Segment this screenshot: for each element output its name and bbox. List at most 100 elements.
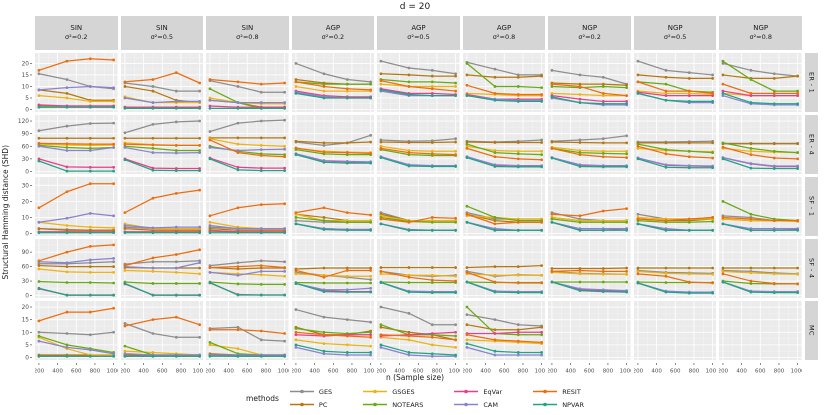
row-strip-label: ER - 1: [807, 71, 816, 94]
col-strip-group-label: AGP: [496, 23, 512, 32]
col-strip-AGP-4: AGP σ²=0.5: [377, 16, 460, 50]
legend-label: RESIT: [562, 387, 581, 396]
svg-text:200: 200: [292, 368, 302, 374]
legend-entry-GES: GES: [289, 387, 332, 396]
svg-text:20: 20: [22, 305, 30, 311]
y-axis-ticks-row-3: 0 30 60 90: [22, 250, 32, 298]
col-strip-SIN-0: SIN σ²=0.2: [35, 16, 118, 50]
svg-text:30: 30: [22, 157, 30, 163]
svg-text:200: 200: [548, 368, 558, 374]
panel-ER-4-AGP-3: [291, 115, 375, 174]
panel-SF-4-SIN-2: [206, 239, 289, 298]
panel-ER-4-NGP-7: [633, 115, 717, 174]
col-strip-SIN-1: SIN σ²=0.5: [120, 16, 204, 50]
col-strip-group-label: NGP: [667, 23, 683, 32]
svg-text:200: 200: [206, 368, 216, 374]
legend-entry-PC: PC: [289, 400, 332, 409]
panel-MC-AGP-3: [291, 301, 375, 360]
svg-text:400: 400: [52, 368, 63, 374]
panel-MC-SIN-1: [120, 301, 204, 360]
panel-SF-4-AGP-3: [291, 239, 375, 298]
svg-text:200: 200: [634, 368, 644, 374]
legend-entry-NOTEARS: NOTEARS: [362, 400, 423, 409]
panel-SF-4-NGP-7: [633, 239, 717, 298]
svg-text:600: 600: [584, 368, 595, 374]
svg-text:15: 15: [22, 73, 30, 79]
legend-label: PC: [318, 400, 328, 409]
col-strip-SIN-2: SIN σ²=0.8: [206, 16, 289, 50]
y-axis-title-text: Structural Hamming distance (SHD): [1, 144, 10, 280]
panel-SF-1-AGP-3: [291, 177, 375, 236]
legend-entry-RESIT: RESIT: [532, 387, 584, 396]
svg-text:400: 400: [480, 368, 491, 374]
legend-label: GES: [318, 387, 333, 396]
col-strip-group-label: NGP: [753, 23, 769, 32]
panel-MC-NGP-8: [719, 301, 802, 360]
col-strip-sigma-label: σ²=0.5: [407, 33, 430, 42]
svg-text:200: 200: [35, 368, 45, 374]
col-strip-NGP-7: NGP σ²=0.5: [633, 16, 717, 50]
row-strip-label: MC: [807, 325, 816, 336]
svg-text:30: 30: [22, 279, 30, 285]
legend-key-NOTEARS: [363, 402, 388, 407]
svg-text:600: 600: [499, 368, 510, 374]
legend-entry-EqVar: EqVar: [453, 387, 502, 396]
svg-text:60: 60: [22, 144, 30, 150]
panel-MC-SIN-2: [206, 301, 289, 360]
svg-text:800: 800: [774, 368, 785, 374]
svg-text:200: 200: [377, 368, 387, 374]
svg-text:200: 200: [121, 368, 131, 374]
panel-SF-4-NGP-6: [548, 239, 631, 298]
svg-text:400: 400: [309, 368, 320, 374]
col-strip-sigma-label: σ²=0.8: [492, 33, 516, 42]
panel-ER-1-SIN-1: [120, 53, 204, 112]
y-axis-ticks-row-1: 0 30 60 90 120: [18, 119, 32, 174]
panel-ER-4-AGP-5: [462, 115, 546, 174]
panel-SF-4-SIN-0: [35, 239, 118, 298]
svg-text:0: 0: [25, 356, 29, 361]
panel-ER-1-SIN-2: [206, 53, 289, 112]
legend-key-NPVAR: [533, 402, 558, 407]
svg-text:600: 600: [328, 368, 339, 374]
svg-text:20: 20: [22, 199, 30, 205]
row-strip-MC: MC: [805, 301, 818, 360]
svg-text:800: 800: [261, 368, 272, 374]
row-strip-label: SF - 1: [807, 196, 816, 217]
svg-text:600: 600: [157, 368, 168, 374]
y-axis-title: Structural Hamming distance (SHD): [0, 53, 11, 371]
legend-entry-GSGES: GSGES: [362, 387, 423, 396]
panel-ER-1-AGP-3: [291, 53, 375, 112]
col-strip-sigma-label: σ²=0.5: [150, 33, 174, 42]
legend-label: GSGES: [392, 387, 415, 396]
panel-SF-4-SIN-1: [120, 239, 204, 298]
legend-entry-CAM: CAM: [453, 400, 502, 409]
legend-key-GES: [289, 389, 314, 394]
col-strip-group-label: SIN: [155, 23, 168, 32]
panel-MC-AGP-5: [462, 301, 546, 360]
panel-SF-1-NGP-7: [633, 177, 717, 236]
grid-corner: [805, 16, 818, 50]
panel-SF-1-SIN-1: [120, 177, 204, 236]
panel-ER-1-AGP-4: [377, 53, 460, 112]
col-strip-group-label: NGP: [582, 23, 598, 32]
col-strip-sigma-label: σ²=0.8: [749, 33, 772, 42]
svg-text:10: 10: [22, 215, 30, 221]
y-axis-ticks-row-2: 0 10 20 30: [22, 183, 32, 237]
svg-text:0: 0: [25, 232, 29, 237]
legend-key-EqVar: [454, 389, 479, 394]
svg-text:600: 600: [242, 368, 253, 374]
panel-ER-4-NGP-8: [719, 115, 802, 174]
svg-text:600: 600: [670, 368, 681, 374]
row-strip-label: ER - 4: [807, 133, 816, 156]
legend-label: NOTEARS: [392, 400, 424, 409]
svg-text:5: 5: [25, 343, 29, 349]
legend-key-RESIT: [533, 389, 558, 394]
row-strip-SF-1: SF - 1: [805, 177, 818, 236]
panel-ER-1-NGP-8: [719, 53, 802, 112]
